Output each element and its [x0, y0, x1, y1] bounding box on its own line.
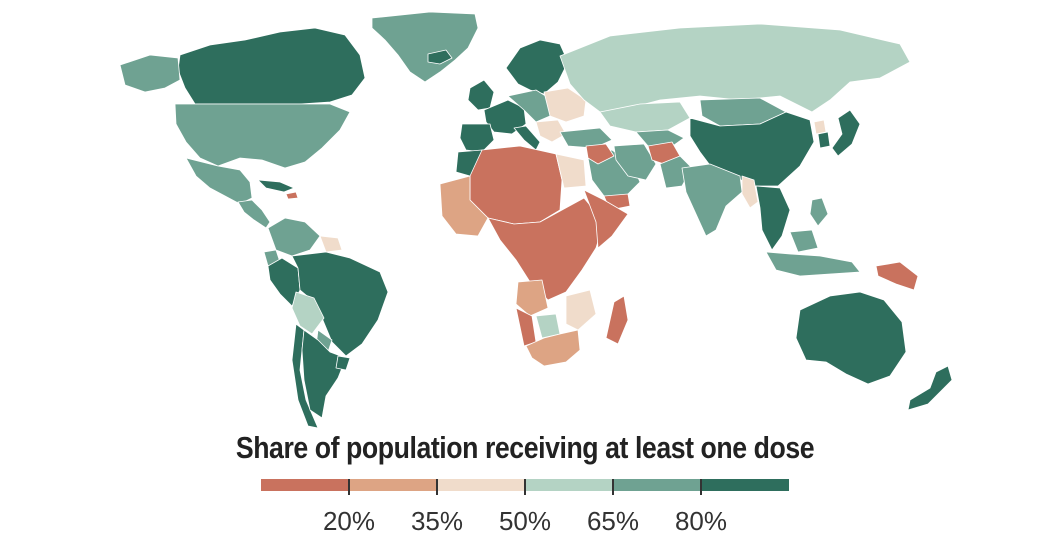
- legend-tick-label: 80%: [674, 506, 728, 536]
- legend-tick: [612, 479, 614, 495]
- legend-tick-label: 20%: [322, 506, 376, 536]
- region-central-africa: [487, 197, 605, 301]
- region-central-america: [237, 199, 271, 229]
- region-indonesia: [765, 251, 861, 277]
- region-united-states: [174, 103, 351, 169]
- legend-tick-label: 35%: [410, 506, 464, 536]
- region-papua-new-guinea: [875, 261, 919, 291]
- region-bolivia: [291, 291, 325, 335]
- legend-tick: [524, 479, 526, 495]
- region-colombia-venezuela: [267, 217, 321, 257]
- legend-title: Share of population receiving at least o…: [235, 430, 815, 465]
- region-new-zealand: [907, 365, 953, 411]
- region-uk-ireland: [467, 79, 495, 111]
- region-scandinavia: [505, 39, 569, 95]
- region-philippines: [809, 197, 829, 227]
- region-egypt: [555, 153, 587, 189]
- region-southeast-asia: [755, 185, 791, 251]
- region-kazakhstan: [599, 101, 691, 133]
- region-iceland: [427, 49, 453, 65]
- legend-tick: [436, 479, 438, 495]
- region-myanmar: [741, 175, 759, 209]
- region-iberia: [459, 123, 495, 153]
- region-balkans: [535, 119, 567, 143]
- region-alaska: [119, 54, 181, 93]
- region-iran: [613, 143, 657, 181]
- legend-swatch: [261, 479, 349, 491]
- region-syria-iraq: [585, 143, 615, 165]
- region-brazil: [291, 251, 389, 357]
- region-australia: [795, 291, 907, 385]
- region-italy: [513, 125, 541, 151]
- legend-tick-label: 50%: [498, 506, 552, 536]
- region-caribbean: [257, 179, 295, 193]
- region-china: [689, 111, 815, 187]
- legend-tick: [348, 479, 350, 495]
- legend-swatch: [613, 479, 701, 491]
- region-japan: [831, 109, 861, 157]
- world-choropleth-map: [119, 11, 953, 429]
- region-india: [681, 163, 743, 237]
- region-canada: [177, 27, 366, 105]
- region-angola: [515, 279, 549, 317]
- legend-color-scale: [261, 479, 789, 491]
- region-north-korea: [813, 119, 827, 135]
- region-south-africa: [525, 329, 581, 367]
- region-north-sahel: [469, 145, 563, 225]
- region-borneo: [789, 229, 819, 253]
- region-korea: [817, 131, 831, 149]
- region-mozambique: [565, 289, 597, 331]
- legend-swatch: [349, 479, 437, 491]
- region-botswana: [535, 313, 561, 339]
- region-haiti: [285, 191, 299, 200]
- legend-tick-label: 65%: [586, 506, 640, 536]
- region-uruguay: [335, 355, 351, 371]
- legend-swatch: [525, 479, 613, 491]
- region-madagascar: [605, 295, 629, 345]
- region-argentina: [301, 329, 347, 419]
- legend-swatch: [701, 479, 789, 491]
- region-greenland: [371, 11, 479, 83]
- region-horn-of-africa: [583, 189, 629, 249]
- region-west-africa-coast: [439, 175, 489, 237]
- region-eastern-europe: [543, 87, 587, 123]
- legend-swatch: [437, 479, 525, 491]
- region-guianas: [319, 235, 343, 253]
- legend-tick: [700, 479, 702, 495]
